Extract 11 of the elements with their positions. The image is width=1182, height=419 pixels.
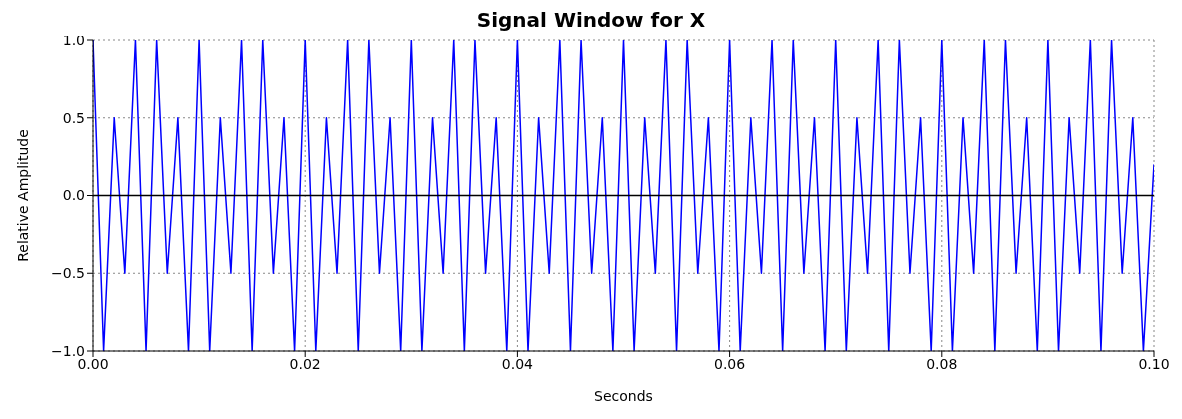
y-tick-label: 0.0 bbox=[62, 187, 85, 204]
y-axis-title: Relative Amplitude bbox=[14, 129, 31, 262]
x-tick-label: 0.10 bbox=[1138, 355, 1170, 372]
x-tick-label: 0.02 bbox=[289, 355, 321, 372]
x-tick-label: 0.06 bbox=[714, 355, 746, 372]
y-tick-label: −0.5 bbox=[51, 265, 85, 282]
x-axis-title: Seconds bbox=[594, 388, 653, 404]
x-tick-label: 0.08 bbox=[926, 355, 958, 372]
x-tick-label: 0.04 bbox=[501, 355, 534, 372]
chart-title: Signal Window for X bbox=[476, 8, 706, 32]
y-tick-label: 0.5 bbox=[62, 109, 85, 126]
